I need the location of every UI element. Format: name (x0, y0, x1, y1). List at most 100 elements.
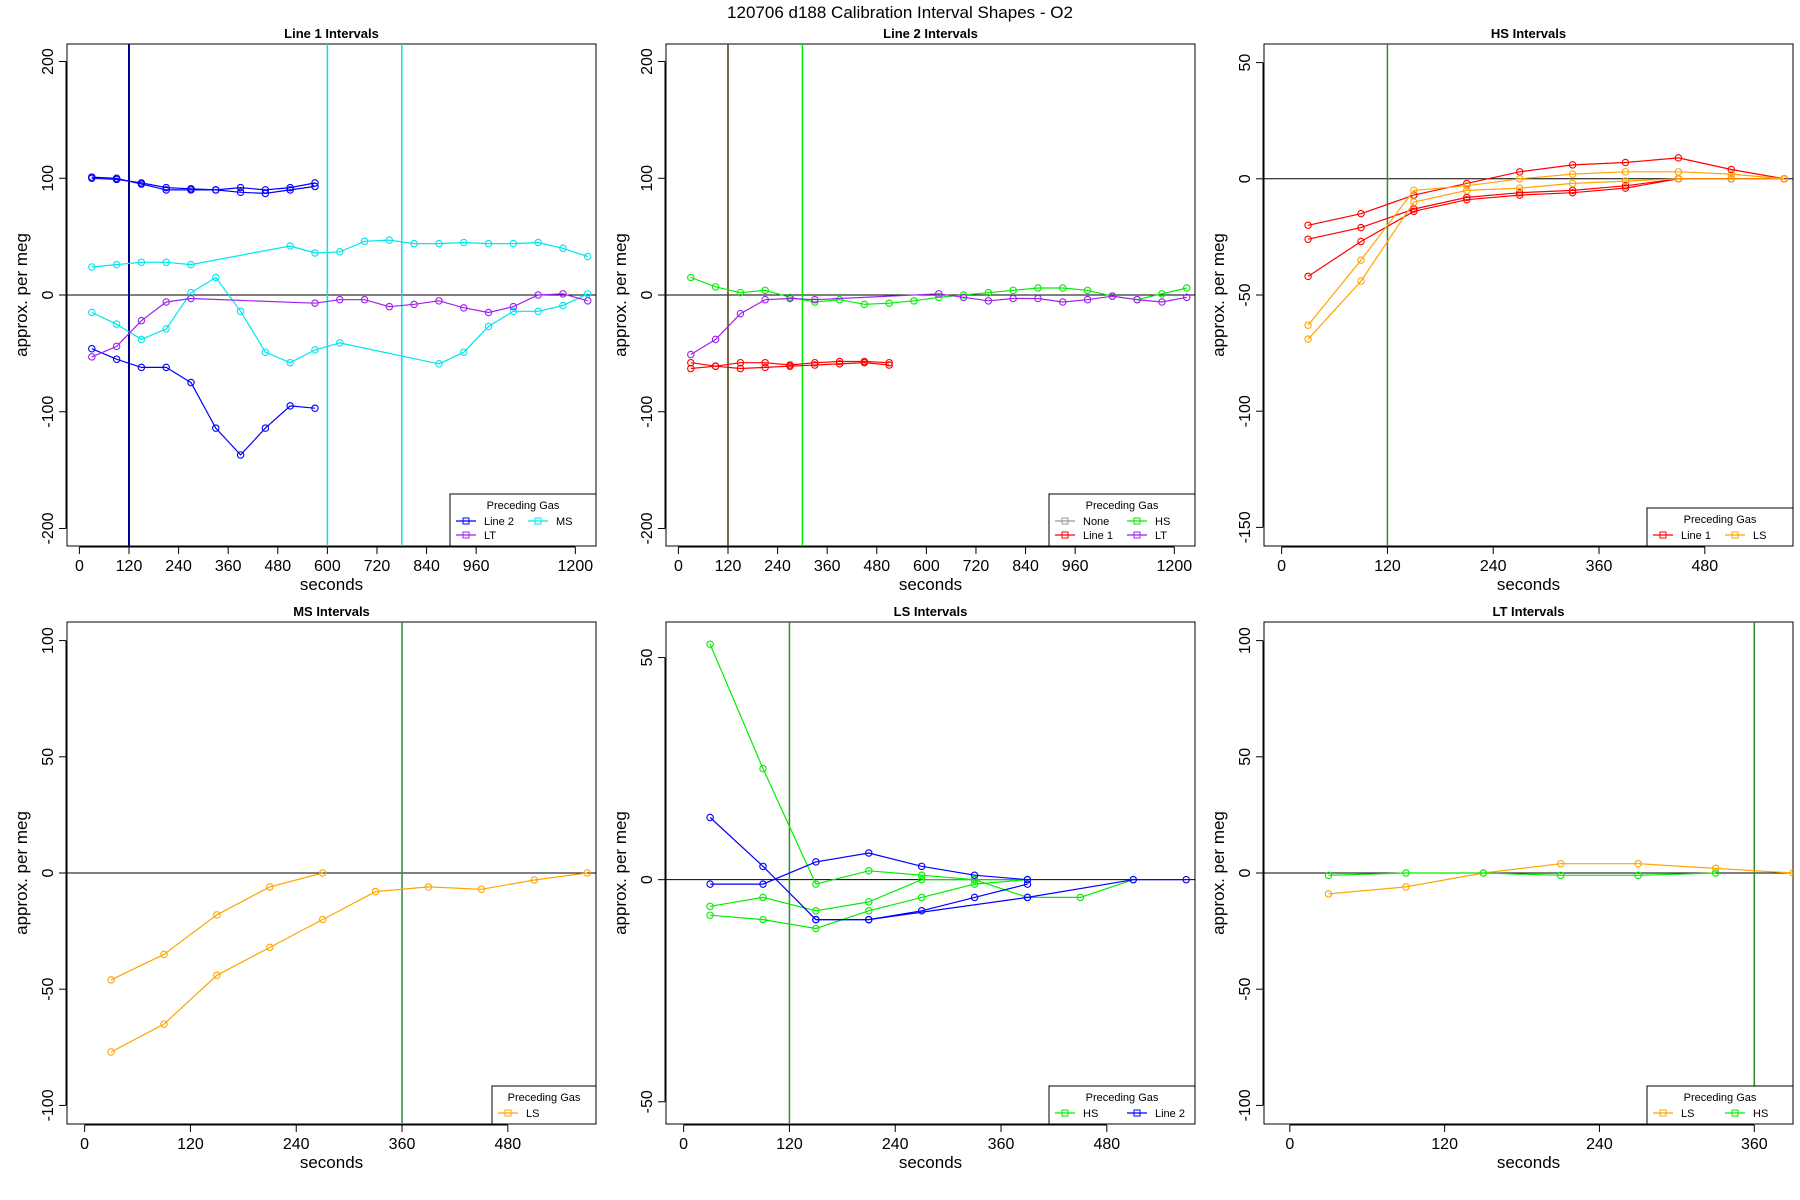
y-tick-label: -100 (1237, 395, 1254, 427)
data-point (187, 288, 195, 297)
data-point (1711, 869, 1720, 877)
x-tick-label: 240 (1480, 558, 1507, 575)
data-point (286, 358, 294, 367)
data-point (1059, 284, 1067, 292)
series-line (710, 879, 1134, 912)
y-tick-label: 100 (40, 627, 57, 654)
data-point (1108, 292, 1117, 300)
series-line-2 (706, 849, 1032, 888)
x-tick-label: 480 (494, 1136, 521, 1153)
x-tick-label: 1200 (1157, 558, 1193, 575)
data-point (559, 290, 567, 298)
data-point (266, 943, 274, 952)
data-point (761, 363, 769, 372)
data-point (435, 360, 443, 368)
data-point (583, 252, 592, 261)
data-point (970, 893, 979, 902)
series-ms (88, 236, 592, 271)
y-axis: -100 -50 0 50 100 (40, 627, 67, 1121)
legend: Preceding Gas Line 2 MS LT (449, 493, 597, 547)
series-ls (107, 869, 591, 1056)
data-point (435, 239, 443, 248)
data-point (1410, 186, 1418, 195)
y-axis-label: approx. per meg (12, 811, 31, 935)
x-tick-label: 480 (264, 558, 291, 575)
data-point (761, 286, 769, 295)
series-lt (88, 290, 592, 361)
legend: Preceding Gas HS Line 2 (1048, 1085, 1196, 1125)
plot-area (1264, 622, 1793, 1124)
data-point (410, 239, 418, 248)
x-tick-label: 0 (75, 558, 84, 575)
x-tick-label: 1200 (558, 558, 594, 575)
legend-label: LT (1155, 530, 1167, 542)
y-tick-label: -50 (1237, 283, 1254, 306)
x-tick-label: 120 (715, 558, 742, 575)
x-tick-label: 120 (116, 558, 143, 575)
data-point (1324, 890, 1333, 898)
chart-title: Line 1 Intervals (284, 26, 379, 41)
data-point (1324, 871, 1333, 880)
x-axis: 0 120 240 360 480 600 720 840 960 1200 (75, 546, 594, 575)
data-point (885, 358, 893, 367)
data-point (736, 364, 745, 373)
data-point (1568, 179, 1577, 188)
data-point (706, 902, 714, 911)
data-point (812, 924, 820, 933)
data-point (137, 335, 146, 344)
data-point (583, 290, 592, 298)
data-point (835, 360, 844, 368)
data-point (318, 869, 327, 877)
legend-marker-swatch (1659, 1109, 1667, 1117)
y-tick-label: -50 (1237, 978, 1254, 1001)
x-tick-label: 0 (674, 558, 683, 575)
x-axis: 0 120 240 360 (1285, 1124, 1768, 1153)
y-tick-label: -100 (40, 1089, 57, 1121)
legend-label: HS (1753, 1108, 1768, 1120)
data-point (1304, 335, 1312, 343)
y-axis-label: approx. per meg (611, 811, 630, 935)
legend-item: HS (1055, 1108, 1098, 1120)
chart-title: Line 2 Intervals (883, 26, 978, 41)
data-point (759, 764, 767, 773)
data-point (1129, 875, 1138, 884)
legend-item: LS (498, 1108, 539, 1120)
data-point (1634, 859, 1642, 868)
data-point (424, 883, 433, 891)
data-point (88, 344, 96, 353)
data-point (1568, 188, 1577, 197)
x-tick-label: 0 (80, 1136, 89, 1153)
x-tick-label: 240 (764, 558, 791, 575)
y-tick-label: -50 (40, 978, 57, 1001)
data-point (286, 242, 294, 250)
data-point (1182, 293, 1191, 302)
data-point (162, 363, 170, 372)
data-point (137, 363, 146, 372)
data-point (736, 309, 745, 318)
data-point (1621, 184, 1630, 192)
x-tick-label: 0 (679, 1136, 688, 1153)
x-tick-label: 600 (913, 558, 940, 575)
data-point (1357, 237, 1365, 246)
legend: Preceding Gas LS HS (1646, 1085, 1794, 1125)
data-point (687, 273, 695, 282)
series-line (710, 852, 1028, 885)
series-line (110, 872, 588, 1053)
legend-label: None (1083, 516, 1109, 528)
y-axis: -50 0 50 (639, 649, 666, 1113)
series-line (91, 276, 588, 365)
series-hs (687, 273, 1191, 309)
y-tick-label: -200 (40, 512, 57, 544)
data-point (187, 294, 195, 303)
chart-panel-1: Line 1 Intervals 0 120 240 360 480 600 720 840 96… (12, 26, 597, 594)
data-point (812, 858, 820, 866)
legend-label: LS (526, 1108, 539, 1120)
data-point (583, 297, 592, 305)
data-point (534, 291, 542, 299)
data-point (88, 353, 96, 361)
x-axis-label: seconds (1497, 1153, 1560, 1172)
series-line (1307, 157, 1785, 226)
y-tick-label: 0 (639, 875, 656, 884)
data-point (706, 911, 714, 919)
data-point (1083, 295, 1092, 304)
